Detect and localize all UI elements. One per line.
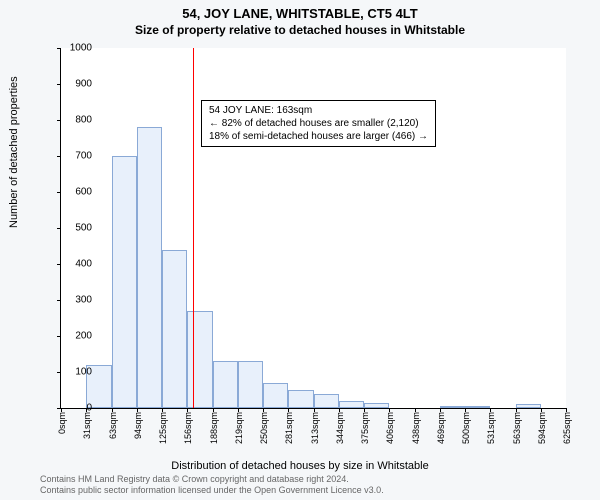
histogram-bar	[137, 127, 162, 408]
histogram-bar	[339, 401, 364, 408]
info-line-1: 54 JOY LANE: 163sqm	[209, 104, 428, 117]
x-tick-label: 500sqm	[461, 412, 471, 454]
reference-line	[193, 48, 194, 408]
x-tick-label: 0sqm	[57, 412, 67, 454]
y-tick-label: 1000	[60, 43, 92, 54]
x-tick-label: 219sqm	[234, 412, 244, 454]
histogram-bar	[516, 404, 541, 408]
x-tick-label: 563sqm	[512, 412, 522, 454]
x-tick-label: 313sqm	[310, 412, 320, 454]
title-main: 54, JOY LANE, WHITSTABLE, CT5 4LT	[0, 0, 600, 21]
y-tick-label: 600	[60, 187, 92, 198]
chart-plot-area: 54 JOY LANE: 163sqm ← 82% of detached ho…	[60, 48, 566, 409]
histogram-bar	[364, 403, 389, 408]
y-tick-label: 200	[60, 331, 92, 342]
x-tick-label: 344sqm	[335, 412, 345, 454]
x-tick-label: 188sqm	[209, 412, 219, 454]
histogram-bar	[314, 394, 339, 408]
histogram-bar	[162, 250, 187, 408]
y-tick-label: 500	[60, 223, 92, 234]
y-tick-label: 300	[60, 295, 92, 306]
y-tick-label: 400	[60, 259, 92, 270]
y-tick-label: 700	[60, 151, 92, 162]
y-axis-label: Number of detached properties	[8, 76, 20, 228]
chart-container: 54, JOY LANE, WHITSTABLE, CT5 4LT Size o…	[0, 0, 600, 500]
x-tick-label: 125sqm	[158, 412, 168, 454]
histogram-bar	[238, 361, 263, 408]
x-tick-label: 375sqm	[360, 412, 370, 454]
histogram-bar	[263, 383, 288, 408]
x-tick-label: 156sqm	[183, 412, 193, 454]
x-tick-label: 594sqm	[537, 412, 547, 454]
x-tick-label: 438sqm	[411, 412, 421, 454]
x-tick-label: 94sqm	[133, 412, 143, 454]
y-tick-label: 900	[60, 79, 92, 90]
histogram-bar	[288, 390, 313, 408]
footer-attribution: Contains HM Land Registry data © Crown c…	[40, 474, 384, 496]
x-tick-label: 469sqm	[436, 412, 446, 454]
histogram-bar	[465, 406, 490, 408]
info-box: 54 JOY LANE: 163sqm ← 82% of detached ho…	[201, 100, 436, 147]
x-axis-label: Distribution of detached houses by size …	[0, 460, 600, 472]
title-sub: Size of property relative to detached ho…	[0, 21, 600, 37]
info-line-3: 18% of semi-detached houses are larger (…	[209, 130, 428, 143]
histogram-bar	[112, 156, 137, 408]
footer-line-1: Contains HM Land Registry data © Crown c…	[40, 474, 384, 485]
x-tick-label: 250sqm	[259, 412, 269, 454]
x-tick-label: 625sqm	[562, 412, 572, 454]
x-tick-label: 63sqm	[108, 412, 118, 454]
y-tick-label: 100	[60, 367, 92, 378]
x-tick-label: 31sqm	[82, 412, 92, 454]
info-line-2: ← 82% of detached houses are smaller (2,…	[209, 117, 428, 130]
histogram-bar	[187, 311, 212, 408]
histogram-bar	[213, 361, 238, 408]
x-tick-label: 406sqm	[385, 412, 395, 454]
footer-line-2: Contains public sector information licen…	[40, 485, 384, 496]
y-tick-label: 800	[60, 115, 92, 126]
x-tick-label: 281sqm	[284, 412, 294, 454]
histogram-bar	[440, 406, 465, 408]
x-tick-label: 531sqm	[486, 412, 496, 454]
